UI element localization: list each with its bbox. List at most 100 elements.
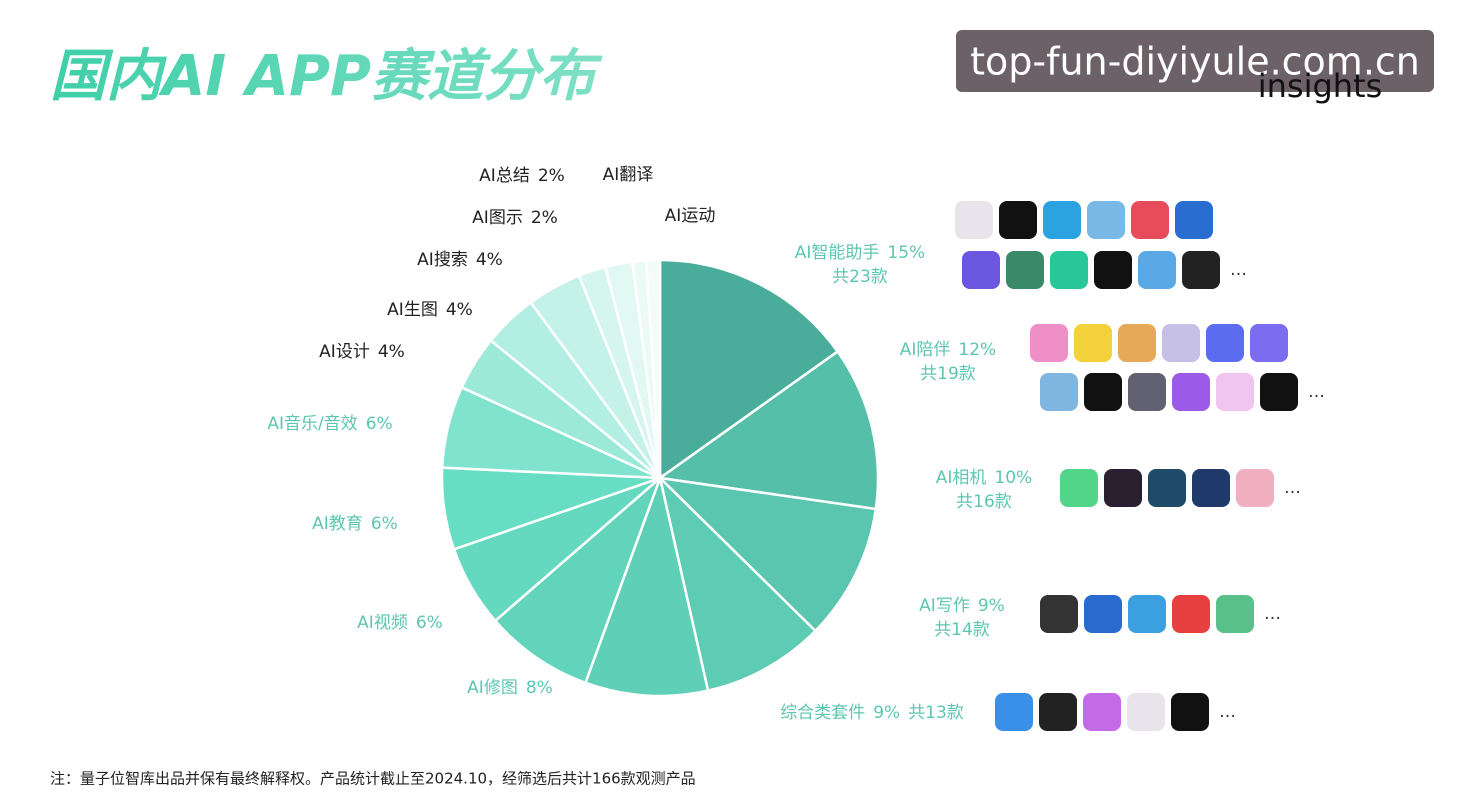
category-label: AI视频 (357, 613, 408, 633)
app-icon (999, 201, 1037, 239)
slice-label: 综合类套件 9% 共13款 (780, 703, 964, 723)
value-label: 15% (887, 243, 925, 263)
slice-label: AI运动 (665, 206, 716, 226)
app-icon (1083, 693, 1121, 731)
value-label: 4% (446, 300, 473, 320)
category-label: AI陪伴 (900, 340, 951, 360)
slice-label: AI生图 4% (387, 300, 473, 320)
app-icon (1127, 693, 1165, 731)
app-icon (1175, 201, 1213, 239)
app-icon (1043, 201, 1081, 239)
more-icons: … (1264, 604, 1281, 624)
footnote: 注：量子位智库出品并保有最终解释权。产品统计截止至2024.10，经筛选后共计1… (50, 770, 696, 788)
category-label: AI总结 (479, 166, 530, 186)
category-label: AI翻译 (603, 165, 654, 185)
slice-label: AI总结 2% (479, 166, 565, 186)
app-icon (1162, 324, 1200, 362)
category-label: AI教育 (312, 514, 363, 534)
value-label: 8% (526, 678, 553, 698)
pie-slice (658, 258, 840, 481)
app-icon (1172, 373, 1210, 411)
app-icon (1118, 324, 1156, 362)
value-label: 4% (476, 250, 503, 270)
category-label: 综合类套件 (780, 703, 865, 723)
app-icon (1050, 251, 1088, 289)
pie-slice (657, 474, 818, 693)
app-icon (1104, 469, 1142, 507)
slice-label: AI陪伴 12% (900, 340, 996, 360)
app-icon (1060, 469, 1098, 507)
app-icon (1128, 373, 1166, 411)
value-label: 6% (366, 414, 393, 434)
count-label: 共23款 (832, 267, 888, 287)
more-icons: … (1219, 702, 1236, 722)
app-icon (1084, 373, 1122, 411)
category-label: AI修图 (467, 678, 518, 698)
watermark-box (956, 30, 1434, 92)
app-icon (1030, 324, 1068, 362)
count-label: 共19款 (920, 364, 976, 384)
watermark: top-fun-diyiyule.com.cn (970, 40, 1420, 84)
app-icon (1172, 595, 1210, 633)
value-label: 6% (371, 514, 398, 534)
app-icon (995, 693, 1033, 731)
count-label: 共14款 (934, 620, 990, 640)
category-label: AI生图 (387, 300, 438, 320)
category-label: AI运动 (665, 206, 716, 226)
value-label: 12% (958, 340, 996, 360)
slice-label: AI翻译 (603, 165, 654, 185)
app-icon (1040, 373, 1078, 411)
value-label: 9% (873, 703, 900, 723)
app-icon (955, 201, 993, 239)
value-label: 2% (538, 166, 565, 186)
slice-label: AI相机 10% (936, 468, 1032, 488)
app-icon (1260, 373, 1298, 411)
value-label: 10% (994, 468, 1032, 488)
slice-label: AI视频 6% (357, 613, 443, 633)
pie-slice (644, 258, 662, 479)
app-icon (1074, 324, 1112, 362)
category-label: AI智能助手 (795, 243, 880, 263)
more-icons: … (1284, 478, 1301, 498)
more-icons: … (1308, 382, 1325, 402)
app-icon (1148, 469, 1186, 507)
app-icon (1006, 251, 1044, 289)
value-label: 2% (531, 208, 558, 228)
app-icon (1084, 595, 1122, 633)
category-label: AI搜索 (417, 250, 468, 270)
app-icon (1171, 693, 1209, 731)
app-icon (1192, 469, 1230, 507)
slice-label: AI图示 2% (472, 208, 558, 228)
app-icon (1250, 324, 1288, 362)
category-label: AI设计 (319, 342, 370, 362)
app-icon (1182, 251, 1220, 289)
value-label: 9% (978, 596, 1005, 616)
value-label: 6% (416, 613, 443, 633)
slice-label: AI搜索 4% (417, 250, 503, 270)
app-icon (1138, 251, 1176, 289)
count-label: 共13款 (908, 703, 964, 723)
pie-slice (656, 476, 878, 633)
app-icon (1206, 324, 1244, 362)
title: 国内AI APP赛道分布 (50, 44, 603, 109)
app-icon (1128, 595, 1166, 633)
category-label: AI音乐/音效 (267, 414, 357, 434)
app-icon (962, 251, 1000, 289)
category-label: AI写作 (919, 596, 970, 616)
app-icon (1040, 595, 1078, 633)
app-icon (1094, 251, 1132, 289)
app-icon (1236, 469, 1274, 507)
app-icon (1039, 693, 1077, 731)
pie-slice (493, 473, 663, 685)
slice-label: AI修图 8% (467, 678, 553, 698)
pie-slice (656, 349, 880, 511)
brand: insights (1258, 67, 1383, 105)
pie-slice (583, 473, 710, 698)
app-icon (1087, 201, 1125, 239)
app-icon (1131, 201, 1169, 239)
slice-label: AI音乐/音效 6% (267, 414, 392, 434)
app-icon (1216, 595, 1254, 633)
slice-label: AI教育 6% (312, 514, 398, 534)
count-label: 共16款 (956, 492, 1012, 512)
category-label: AI图示 (472, 208, 523, 228)
